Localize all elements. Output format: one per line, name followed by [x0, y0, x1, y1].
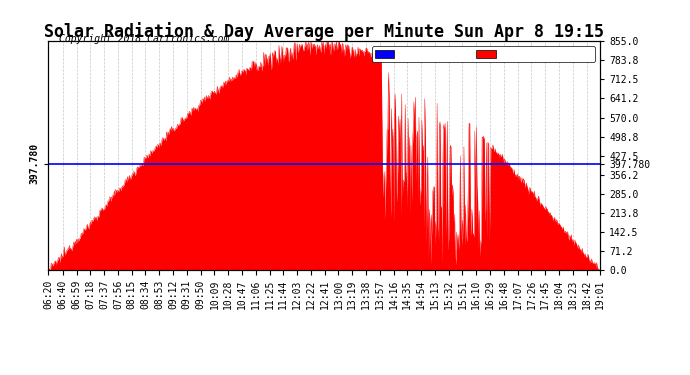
Text: Copyright 2018 Cartronics.com: Copyright 2018 Cartronics.com — [59, 34, 229, 44]
Legend: Median (w/m2), Radiation (w/m2): Median (w/m2), Radiation (w/m2) — [372, 46, 595, 62]
Title: Solar Radiation & Day Average per Minute Sun Apr 8 19:15: Solar Radiation & Day Average per Minute… — [44, 22, 604, 41]
